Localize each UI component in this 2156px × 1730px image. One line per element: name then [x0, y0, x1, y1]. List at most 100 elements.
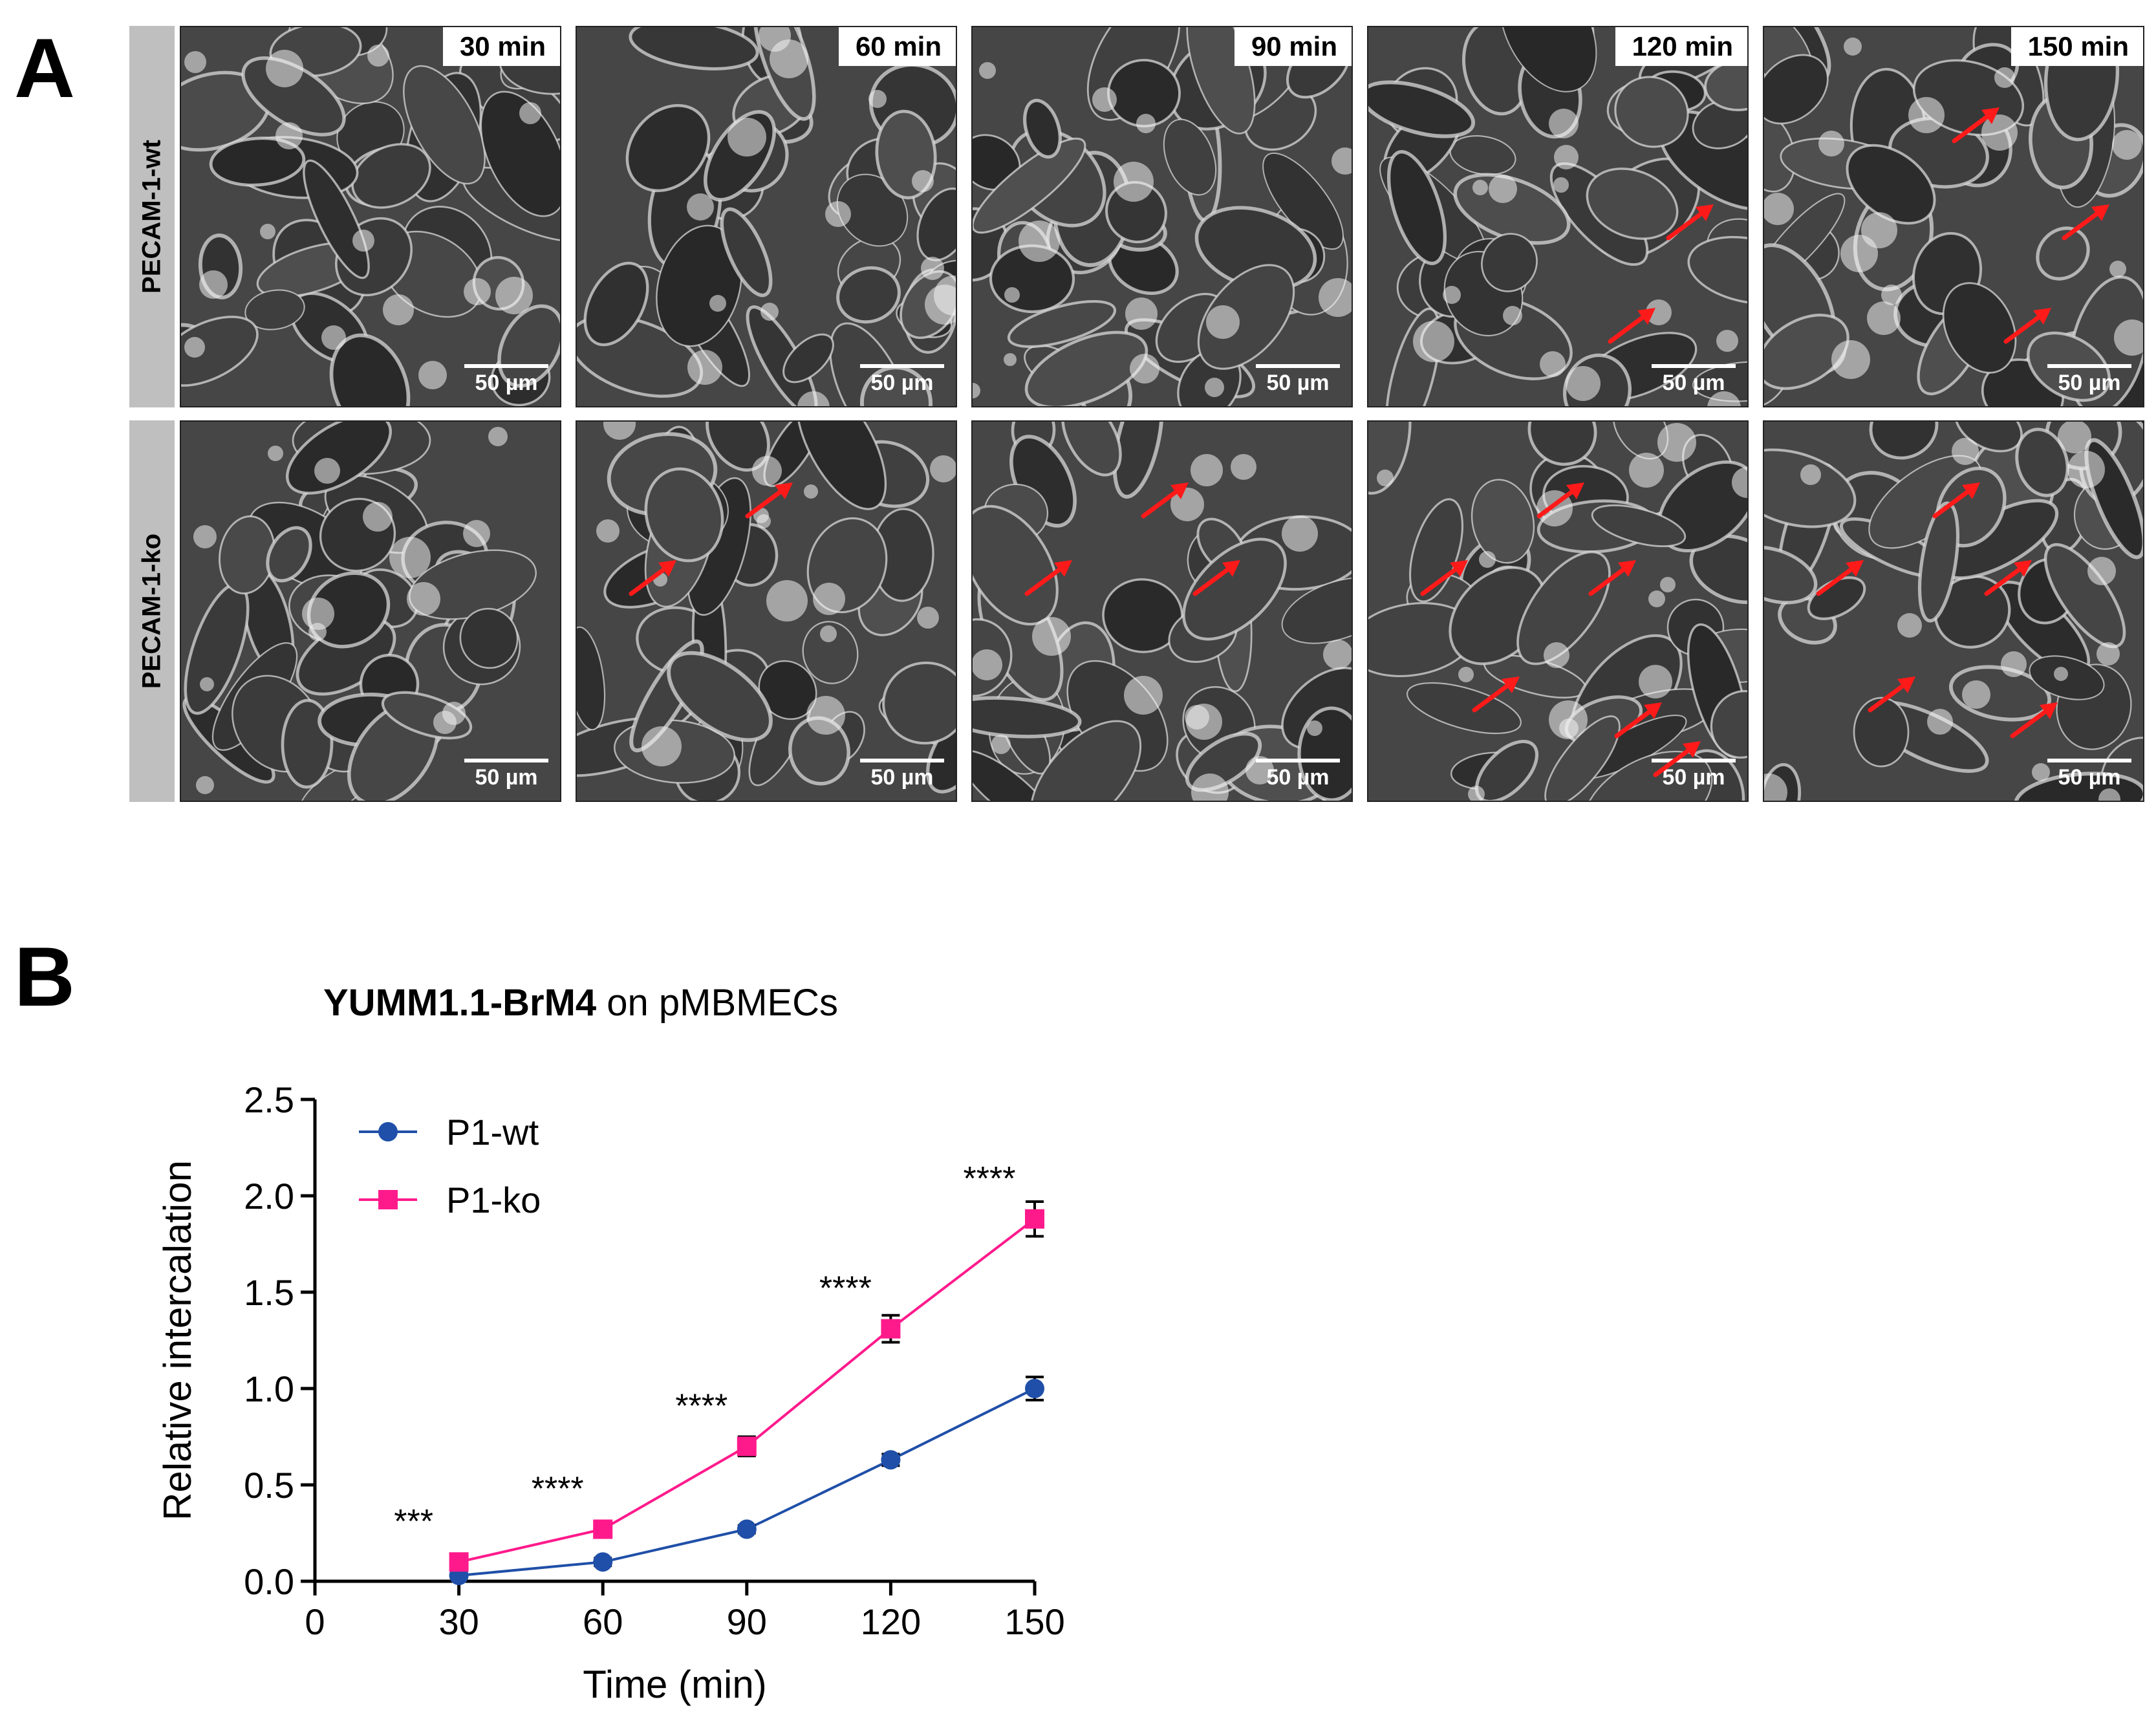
- significance-mark: ***: [394, 1503, 433, 1541]
- scale-bar-label: 50 µm: [475, 765, 538, 790]
- row-label-0: PECAM-1-wt: [129, 26, 175, 407]
- micrograph-tile: 30 min 50 µm: [180, 26, 561, 407]
- red-arrow-icon: [629, 560, 676, 596]
- red-arrow-icon: [2003, 308, 2051, 344]
- scale-bar-label: 50 µm: [1662, 371, 1725, 395]
- time-label: 150 min: [2010, 27, 2143, 66]
- micrograph-tile: 90 min 50 µm: [971, 26, 1353, 407]
- micrograph-tile: 50 µm: [1763, 420, 2144, 802]
- time-label: 90 min: [1234, 27, 1352, 66]
- cell-texture: [577, 27, 956, 406]
- red-arrow-icon: [1868, 676, 1915, 713]
- scale-bar-line: [860, 364, 944, 368]
- row-label-text: PECAM-1-wt: [137, 140, 166, 294]
- data-point-P1-ko: [881, 1319, 901, 1339]
- significance-mark: ****: [819, 1270, 872, 1308]
- micrograph-tile: 50 µm: [180, 420, 561, 802]
- scale-bar-line: [860, 759, 944, 762]
- red-arrow-icon: [1472, 676, 1520, 713]
- scale-bar-label: 50 µm: [2058, 371, 2121, 395]
- scale-bar: 50 µm: [860, 364, 944, 396]
- significance-mark: ****: [532, 1471, 584, 1508]
- red-arrow-icon: [1653, 741, 1701, 777]
- y-tick-label: 1.0: [244, 1368, 294, 1409]
- chart-title-rest: on pMBMECs: [596, 982, 838, 1024]
- time-label: 60 min: [838, 27, 956, 66]
- panel-b-chart: YUMM1.1-BrM4 on pMBMECs 0.0 0.5 1.0 1.5 2.0 2.…: [156, 982, 1065, 1706]
- x-tick-label: 0: [305, 1601, 325, 1642]
- scale-bar-label: 50 µm: [2058, 765, 2121, 790]
- x-tick-label: 150: [1004, 1601, 1064, 1642]
- data-point-P1-ko: [449, 1552, 469, 1572]
- cell-texture: [181, 422, 560, 801]
- red-arrow-icon: [1192, 560, 1240, 596]
- legend-label: P1-ko: [446, 1180, 541, 1220]
- time-label: 120 min: [1615, 27, 1747, 66]
- scale-bar-label: 50 µm: [870, 371, 934, 395]
- scale-bar: 50 µm: [860, 759, 944, 790]
- red-arrow-icon: [1141, 482, 1189, 519]
- red-arrow-icon: [2062, 204, 2109, 241]
- legend-marker: [378, 1190, 398, 1209]
- red-arrow-icon: [1614, 702, 1662, 739]
- series-line-P1-ko: [458, 1218, 1036, 1564]
- micrograph-tile: 120 min 50 µm: [1367, 26, 1749, 407]
- y-tick-label: 2.5: [244, 1079, 294, 1120]
- scale-bar: 50 µm: [1256, 364, 1340, 396]
- red-arrow-icon: [1588, 560, 1636, 596]
- y-tick-label: 0.5: [244, 1465, 294, 1506]
- scale-bar-label: 50 µm: [1266, 371, 1330, 395]
- micrograph-tile: 50 µm: [1367, 420, 1749, 802]
- scale-bar: 50 µm: [464, 759, 548, 790]
- cell-texture: [1764, 422, 2143, 801]
- scale-bar-line: [1256, 759, 1340, 762]
- x-tick-label: 120: [861, 1601, 921, 1642]
- row-label-1: PECAM-1-ko: [129, 420, 175, 802]
- red-arrow-icon: [1984, 560, 2032, 596]
- cell-texture: [1368, 27, 1747, 406]
- scale-bar: 50 µm: [1652, 759, 1736, 790]
- cell-texture: [577, 422, 956, 801]
- x-tick-label: 60: [583, 1601, 623, 1642]
- scale-bar-label: 50 µm: [1662, 765, 1725, 790]
- panel-b-letter: B: [14, 929, 75, 1024]
- x-tick-label: 30: [438, 1601, 479, 1642]
- scale-bar-line: [1256, 364, 1340, 368]
- scale-bar-line: [2047, 364, 2131, 368]
- red-arrow-icon: [1666, 204, 1714, 241]
- red-arrow-icon: [2010, 702, 2058, 739]
- scale-bar: 50 µm: [2047, 364, 2131, 396]
- chart-title-bold: YUMM1.1-BrM4: [323, 982, 596, 1024]
- scale-bar-line: [1652, 759, 1736, 762]
- y-tick-label: 2.0: [244, 1176, 294, 1216]
- scale-bar-line: [1652, 364, 1736, 368]
- chart-title: YUMM1.1-BrM4 on pMBMECs: [323, 982, 838, 1024]
- data-point-P1-wt: [1025, 1379, 1044, 1398]
- scale-bar-label: 50 µm: [475, 371, 538, 395]
- legend-label: P1-wt: [446, 1112, 539, 1152]
- micrograph-tile: 50 µm: [971, 420, 1353, 802]
- cell-texture: [973, 422, 1352, 801]
- legend-marker: [378, 1122, 398, 1141]
- row-label-text: PECAM-1-ko: [137, 533, 166, 689]
- x-axis-label: Time (min): [583, 1663, 766, 1706]
- scale-bar-line: [2047, 759, 2131, 762]
- cell-texture: [973, 27, 1352, 406]
- data-point-P1-wt: [737, 1519, 757, 1539]
- scale-bar-label: 50 µm: [1266, 765, 1330, 790]
- red-arrow-icon: [1816, 560, 1864, 596]
- red-arrow-icon: [1932, 482, 1980, 519]
- significance-mark: ****: [675, 1387, 728, 1425]
- y-tick-label: 0.0: [244, 1561, 294, 1602]
- scale-bar-line: [464, 364, 548, 368]
- data-point-P1-wt: [881, 1450, 901, 1470]
- panel-a-letter: A: [14, 21, 75, 115]
- red-arrow-icon: [1952, 107, 2000, 144]
- red-arrow-icon: [1420, 560, 1468, 596]
- red-arrow-icon: [1608, 308, 1655, 344]
- red-arrow-icon: [1536, 482, 1584, 519]
- time-label: 30 min: [442, 27, 560, 66]
- cell-texture: [181, 27, 560, 406]
- data-point-P1-ko: [1025, 1209, 1044, 1229]
- scale-bar: 50 µm: [1256, 759, 1340, 790]
